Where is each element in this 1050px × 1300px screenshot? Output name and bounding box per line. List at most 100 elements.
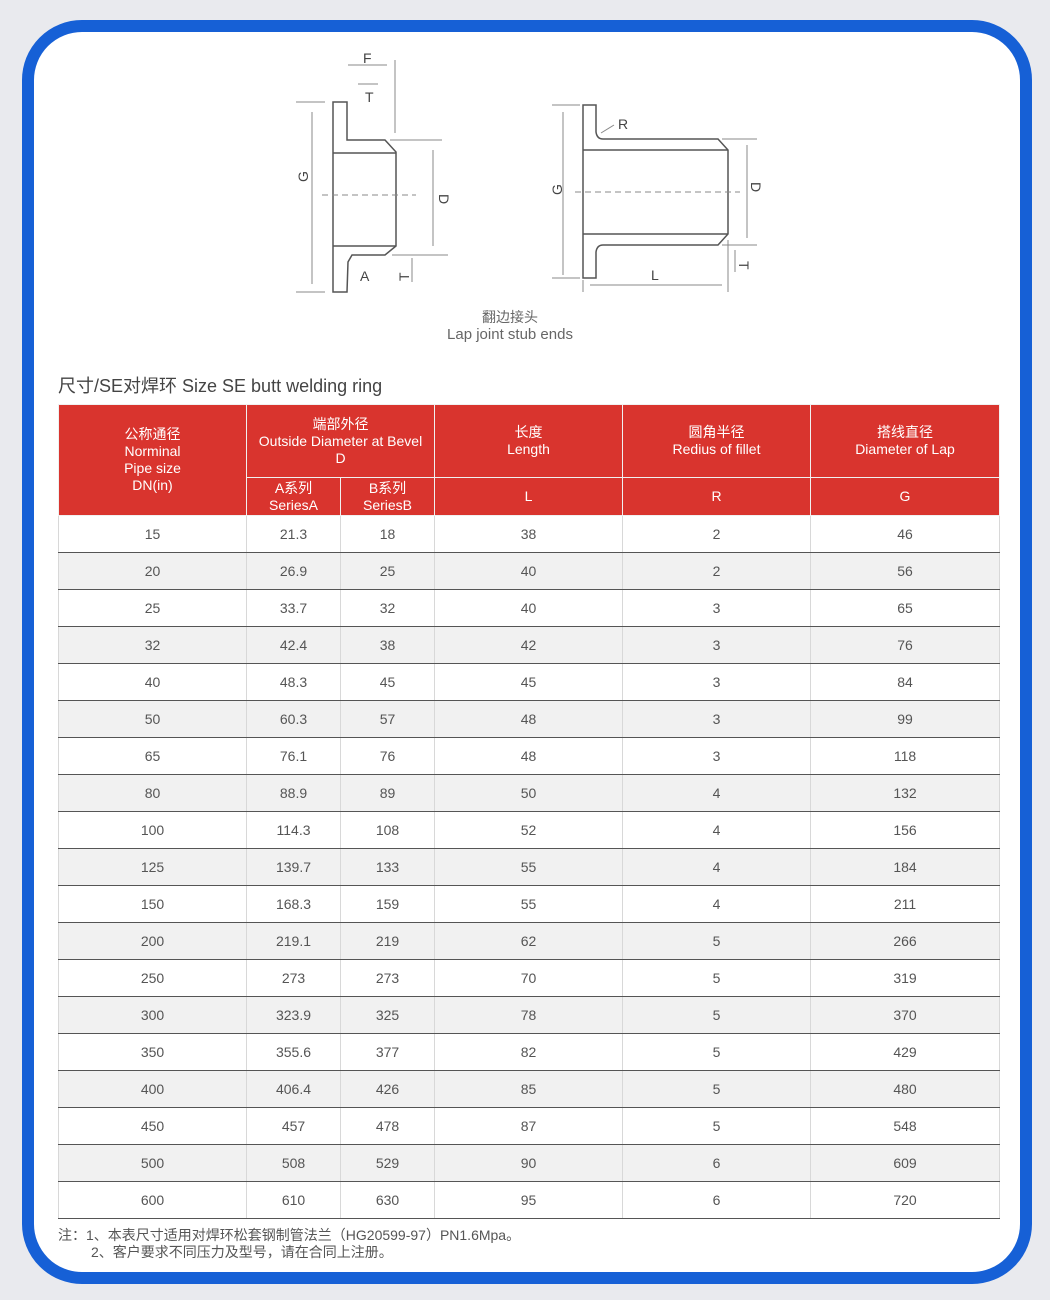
cell-od-a: 21.3 [246,515,341,553]
cell-od-a: 60.3 [246,700,341,738]
cell-od-b: 38 [340,626,435,664]
cell-dn: 40 [58,663,247,701]
cell-radius: 5 [622,1033,811,1071]
cell-od-a: 26.9 [246,552,341,590]
diagram-caption-en: Lap joint stub ends [447,326,573,343]
size-table: 公称通径 Norminal Pipe size DN(in) 端部外径 Outside … [58,404,1000,1219]
cell-lap: 266 [810,922,1000,960]
table-row: 25 33.7 32 40 3 65 [58,589,1000,627]
cell-od-b: 133 [340,848,435,886]
cell-od-b: 630 [340,1181,435,1219]
cell-lap: 480 [810,1070,1000,1108]
lap-joint-diagram: F T G D A T R G D L T [295,50,764,293]
header-text: Pipe size [124,460,181,476]
cell-length: 55 [434,885,623,923]
label-f: F [363,50,372,66]
cell-length: 48 [434,737,623,775]
cell-od-b: 25 [340,552,435,590]
cell-lap: 132 [810,774,1000,812]
header-text: DN(in) [132,477,173,493]
table-row: 50 60.3 57 48 3 99 [58,700,1000,738]
header-text: 长度 [514,424,543,440]
section-title: 尺寸/SE对焊环 Size SE butt welding ring [58,376,383,396]
cell-od-a: 219.1 [246,922,341,960]
cell-length: 95 [434,1181,623,1219]
table-row: 80 88.9 89 50 4 132 [58,774,1000,812]
table-row: 500 508 529 90 6 609 [58,1144,1000,1182]
cell-od-b: 325 [340,996,435,1034]
header-text: B系列 [368,479,407,496]
cell-dn: 200 [58,922,247,960]
cell-dn: 300 [58,996,247,1034]
cell-length: 87 [434,1107,623,1145]
cell-dn: 450 [58,1107,247,1145]
cell-dn: 125 [58,848,247,886]
cell-lap: 211 [810,885,1000,923]
cell-od-a: 88.9 [246,774,341,812]
cell-length: 42 [434,626,623,664]
header-text: 圆角半径 [688,424,745,440]
cell-dn: 500 [58,1144,247,1182]
cell-lap: 184 [810,848,1000,886]
cell-lap: 156 [810,811,1000,849]
header-text: Outside Diameter at Bevel [258,432,423,449]
cell-od-b: 76 [340,737,435,775]
cell-radius: 3 [622,589,811,627]
header-g: G [810,477,1000,516]
label-t-bottom: T [396,272,412,281]
header-l: L [434,477,623,516]
header-length: 长度 Length [434,404,623,478]
cell-od-b: 478 [340,1107,435,1145]
table-row: 350 355.6 377 82 5 429 [58,1033,1000,1071]
cell-dn: 20 [58,552,247,590]
table-row: 65 76.1 76 48 3 118 [58,737,1000,775]
header-text: D [335,449,346,466]
cell-length: 55 [434,848,623,886]
cell-radius: 5 [622,1070,811,1108]
cell-length: 45 [434,663,623,701]
cell-lap: 429 [810,1033,1000,1071]
cell-length: 38 [434,515,623,553]
cell-length: 40 [434,589,623,627]
cell-od-a: 457 [246,1107,341,1145]
cell-od-a: 139.7 [246,848,341,886]
cell-lap: 370 [810,996,1000,1034]
cell-radius: 6 [622,1181,811,1219]
cell-radius: 2 [622,552,811,590]
cell-dn: 80 [58,774,247,812]
cell-dn: 25 [58,589,247,627]
cell-od-b: 45 [340,663,435,701]
label-t-right: T [736,261,752,270]
cell-length: 90 [434,1144,623,1182]
cell-length: 82 [434,1033,623,1071]
cell-lap: 99 [810,700,1000,738]
header-text: Redius of fillet [672,441,761,457]
cell-od-b: 529 [340,1144,435,1182]
cell-radius: 4 [622,811,811,849]
cell-length: 52 [434,811,623,849]
table-row: 32 42.4 38 42 3 76 [58,626,1000,664]
cell-od-a: 114.3 [246,811,341,849]
cell-od-b: 273 [340,959,435,997]
table-row: 15 21.3 18 38 2 46 [58,515,1000,553]
header-text: SeriesB [362,496,413,513]
header-text: 端部外径 [312,415,369,432]
cell-od-a: 610 [246,1181,341,1219]
cell-od-b: 18 [340,515,435,553]
cell-length: 62 [434,922,623,960]
label-t-top: T [365,89,374,105]
cell-radius: 5 [622,922,811,960]
cell-radius: 3 [622,663,811,701]
header-dn: 公称通径 Norminal Pipe size DN(in) [58,404,247,516]
cell-radius: 6 [622,1144,811,1182]
table-row: 250 273 273 70 5 319 [58,959,1000,997]
cell-od-a: 48.3 [246,663,341,701]
cell-lap: 548 [810,1107,1000,1145]
label-l: L [651,267,659,283]
cell-lap: 84 [810,663,1000,701]
table-row: 100 114.3 108 52 4 156 [58,811,1000,849]
cell-dn: 65 [58,737,247,775]
cell-length: 40 [434,552,623,590]
cell-od-b: 159 [340,885,435,923]
header-text: Length [507,441,550,457]
